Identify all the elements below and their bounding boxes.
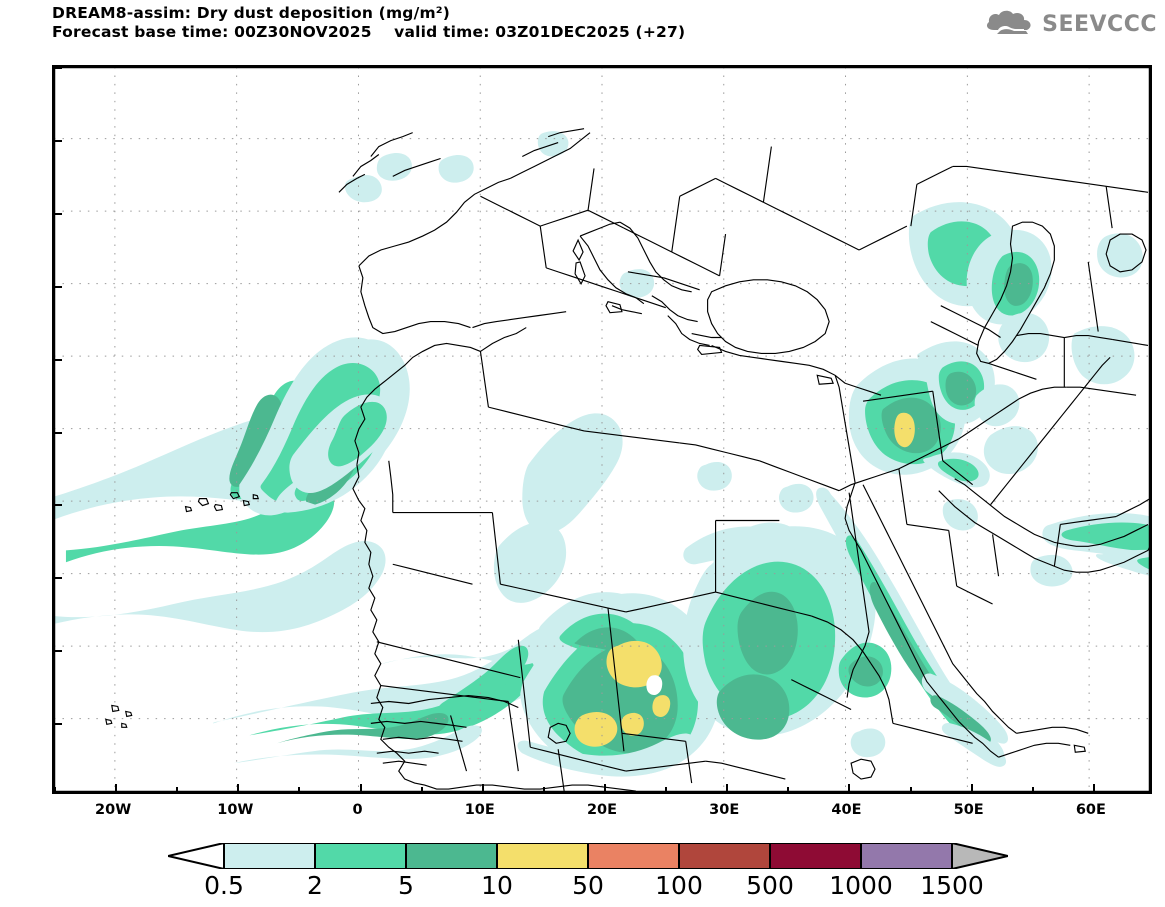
x-axis-tick — [604, 784, 606, 792]
x-axis-tick-label: 0 — [352, 802, 363, 818]
chart-subtitle: Forecast base time: 00Z30NOV2025 valid t… — [52, 23, 686, 41]
x-axis-minor-tick — [420, 787, 423, 792]
contour-band-sudan — [683, 526, 892, 740]
y-axis-tick — [54, 67, 62, 69]
x-axis-tick-label: 10W — [217, 802, 254, 818]
contour-band-red-sea — [816, 487, 1009, 767]
y-axis-tick — [54, 285, 62, 288]
logo-text: SEEVCCC — [1042, 11, 1157, 37]
x-axis-tick-label: 50E — [953, 802, 984, 818]
colorbar-cell — [223, 843, 316, 869]
colorbar-tick-label: 5 — [398, 871, 414, 900]
contour-band-sahel — [213, 622, 580, 764]
colorbar-arrow-low — [168, 843, 225, 869]
colorbar-cell — [496, 843, 589, 869]
colorbar-cell — [769, 843, 862, 869]
x-axis-minor-tick — [54, 787, 56, 792]
x-axis-minor-tick — [1031, 787, 1034, 792]
colorbar-swatches — [168, 843, 1008, 869]
colorbar-cell — [314, 843, 407, 869]
x-axis-tick — [848, 784, 851, 792]
colorbar-cell — [678, 843, 771, 869]
contour-band-europe-patches — [344, 131, 886, 758]
y-axis-tick — [54, 577, 62, 580]
y-axis-tick — [54, 504, 62, 507]
colorbar-tick-label: 500 — [746, 871, 794, 900]
y-axis-tick — [54, 139, 62, 142]
x-axis-tick — [1092, 784, 1095, 792]
x-axis-tick — [237, 784, 240, 792]
colorbar-arrow-high — [951, 843, 1008, 869]
x-axis-minor-tick — [787, 787, 790, 792]
x-axis-tick-label: 20E — [586, 802, 618, 818]
colorbar-tick-label: 100 — [655, 871, 703, 900]
colorbar-cell — [860, 843, 953, 869]
contour-band-syria-iraq — [848, 341, 1038, 531]
y-axis-tick — [54, 723, 62, 726]
chart-title: DREAM8-assim: Dry dust deposition (mg/m²… — [52, 4, 451, 22]
x-axis-tick-label: 10E — [464, 802, 495, 818]
x-axis-minor-tick — [665, 787, 668, 792]
x-axis-tick-label: 20W — [95, 802, 132, 818]
colorbar-cell — [587, 843, 680, 869]
x-axis-tick — [970, 784, 973, 792]
x-axis-tick — [115, 784, 118, 792]
dust-deposition-map — [54, 67, 1150, 792]
colorbar-tick-label: 0.5 — [204, 871, 244, 900]
coastlines-and-borders — [105, 128, 1150, 792]
x-axis-tick — [481, 784, 484, 792]
x-axis-tick-label: 30E — [709, 802, 740, 818]
colorbar-cell — [405, 843, 498, 869]
y-axis-tick — [54, 358, 62, 361]
y-axis-tick — [54, 431, 62, 434]
x-axis-tick-label: 60E — [1075, 802, 1106, 818]
contour-band-arabian-gulf — [1030, 513, 1150, 587]
x-axis-minor-tick — [542, 787, 545, 792]
x-axis-minor-tick — [176, 787, 179, 792]
x-axis-tick-label: 40E — [831, 802, 862, 818]
y-axis-tick — [54, 650, 62, 653]
seevccc-logo: SEEVCCC — [984, 8, 1157, 40]
chart-header: DREAM8-assim: Dry dust deposition (mg/m²… — [52, 4, 952, 42]
colorbar: 0.5 2 5 10 50 100 500 1000 1500 — [168, 843, 1008, 905]
map-plot-area — [52, 65, 1152, 794]
cloud-icon — [984, 8, 1036, 40]
x-axis-tick — [359, 784, 362, 792]
contour-band-chad-maximum — [517, 592, 721, 777]
colorbar-tick-label: 10 — [481, 871, 513, 900]
colorbar-tick-label: 1500 — [920, 871, 984, 900]
colorbar-tick-label: 1000 — [829, 871, 893, 900]
x-axis-minor-tick — [909, 787, 912, 792]
x-axis-tick — [726, 784, 729, 792]
y-axis-tick — [54, 212, 62, 215]
colorbar-tick-labels: 0.5 2 5 10 50 100 500 1000 1500 — [168, 871, 1008, 903]
colorbar-tick-label: 50 — [572, 871, 604, 900]
x-axis-minor-tick — [298, 787, 301, 792]
colorbar-tick-label: 2 — [307, 871, 323, 900]
